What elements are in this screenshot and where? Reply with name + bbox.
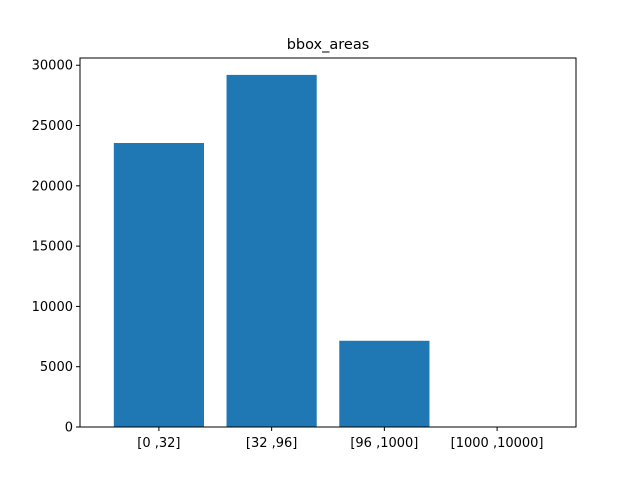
- x-tick-label: [0 ,32]: [137, 436, 180, 451]
- bar: [339, 340, 430, 427]
- x-tick-label: [1000 ,10000]: [451, 436, 544, 451]
- y-tick-label: 15000: [32, 240, 73, 255]
- bars-group: [113, 74, 430, 427]
- bar: [226, 74, 317, 427]
- bar: [113, 143, 204, 427]
- y-tick-label: 20000: [32, 179, 73, 194]
- y-tick-label: 5000: [40, 360, 73, 375]
- y-tick-label: 0: [65, 421, 73, 436]
- y-tick-label: 10000: [32, 300, 73, 315]
- chart-title: bbox_areas: [287, 37, 370, 53]
- y-axis: 0 5000 10000 15000 20000 25000 30000: [32, 59, 80, 436]
- y-tick-label: 30000: [32, 59, 73, 74]
- x-axis: [0 ,32] [32 ,96] [96 ,1000] [1000 ,10000]: [137, 427, 544, 451]
- axes-frame: [79, 57, 577, 428]
- x-tick-label: [96 ,1000]: [350, 436, 418, 451]
- y-tick-label: 25000: [32, 119, 73, 134]
- x-tick-label: [32 ,96]: [246, 436, 298, 451]
